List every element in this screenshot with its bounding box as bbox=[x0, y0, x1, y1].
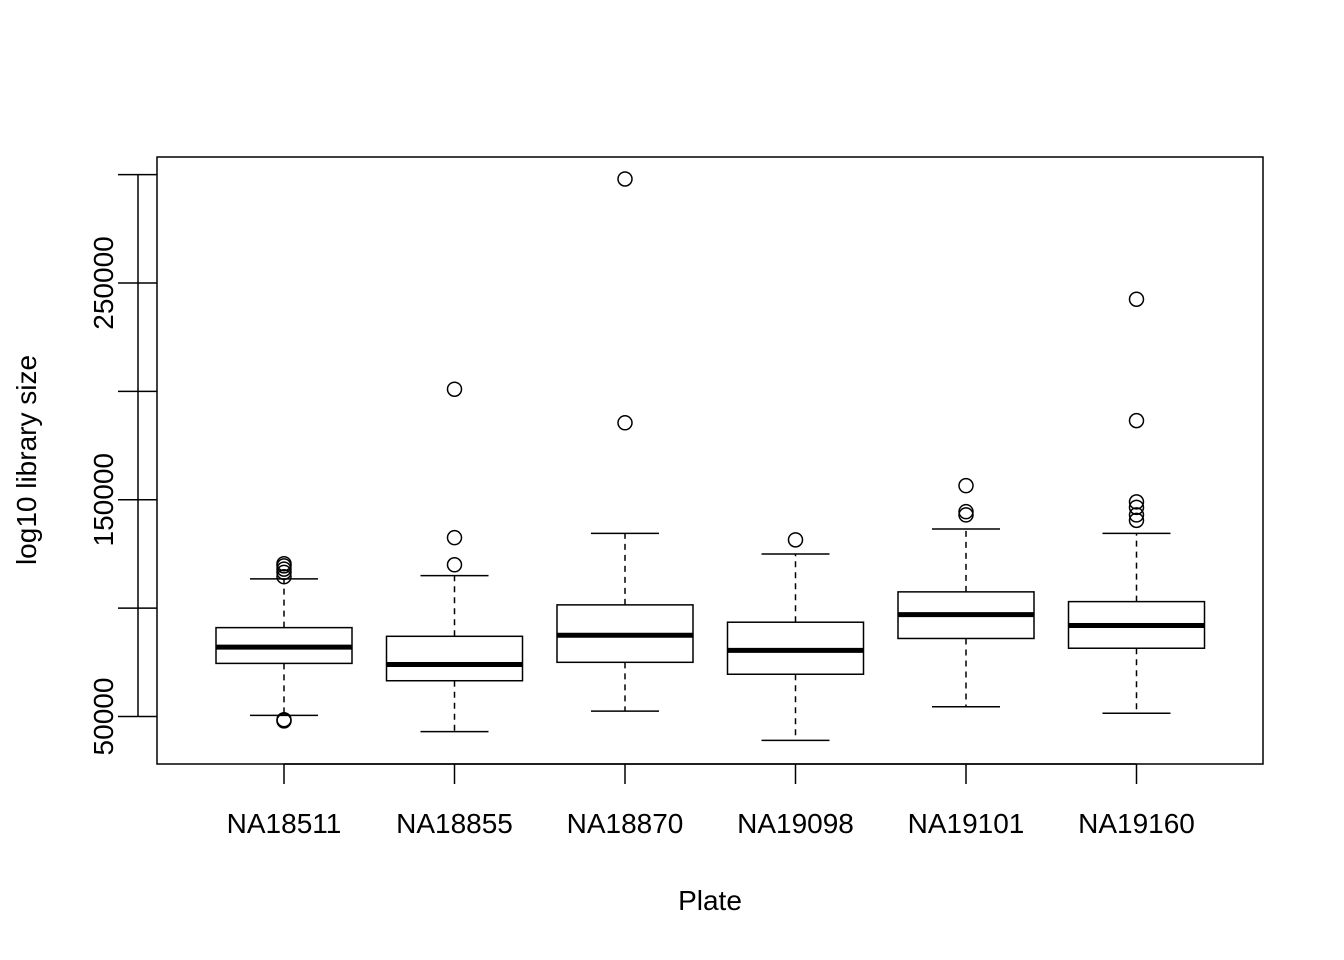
outlier-point bbox=[1128, 412, 1145, 429]
outlier-point bbox=[446, 529, 463, 546]
plot-frame bbox=[156, 156, 1264, 765]
x-tick-label: NA19101 bbox=[908, 808, 1025, 839]
outlier-point bbox=[276, 713, 292, 729]
box-group-NA18870 bbox=[556, 171, 694, 712]
outlier-point bbox=[617, 171, 633, 187]
outlier-point bbox=[1128, 507, 1145, 523]
x-axis: NA18511 NA18855 NA18870 NA19098 NA19101 NA191… bbox=[227, 763, 1195, 839]
outlier-point bbox=[276, 555, 292, 572]
y-axis-label: log10 library size bbox=[11, 355, 42, 565]
x-tick-label: NA18511 bbox=[227, 808, 342, 839]
outlier-point bbox=[958, 507, 974, 523]
x-tick-label: NA18870 bbox=[567, 808, 684, 839]
x-tick-label: NA19160 bbox=[1078, 808, 1195, 839]
outlier-point bbox=[958, 503, 974, 520]
outlier-point bbox=[1128, 494, 1145, 510]
x-axis-label: Plate bbox=[678, 885, 742, 916]
y-tick-label: 250000 bbox=[88, 236, 119, 329]
box-iqr bbox=[385, 635, 524, 682]
boxes-layer bbox=[215, 171, 1206, 742]
outlier-point bbox=[1128, 512, 1145, 529]
y-axis: 50000 150000 250000 bbox=[88, 173, 157, 756]
x-tick-label: NA18855 bbox=[396, 808, 513, 839]
outlier-point bbox=[617, 415, 633, 431]
x-tick-label: NA19098 bbox=[737, 808, 854, 839]
outlier-point bbox=[1128, 291, 1145, 308]
box-group-NA18855 bbox=[385, 381, 524, 733]
outlier-point bbox=[958, 477, 974, 494]
outlier-point bbox=[276, 568, 292, 585]
outlier-point bbox=[787, 532, 804, 548]
outlier-point bbox=[1128, 499, 1145, 516]
box-group-NA19101 bbox=[897, 477, 1035, 708]
box-group-NA18511 bbox=[215, 555, 353, 729]
box-group-NA19098 bbox=[726, 532, 865, 742]
outlier-point bbox=[446, 557, 463, 573]
outlier-point bbox=[446, 381, 463, 397]
box-group-NA19160 bbox=[1067, 291, 1206, 714]
y-tick-label: 150000 bbox=[88, 453, 119, 546]
y-tick-label: 50000 bbox=[88, 678, 119, 756]
